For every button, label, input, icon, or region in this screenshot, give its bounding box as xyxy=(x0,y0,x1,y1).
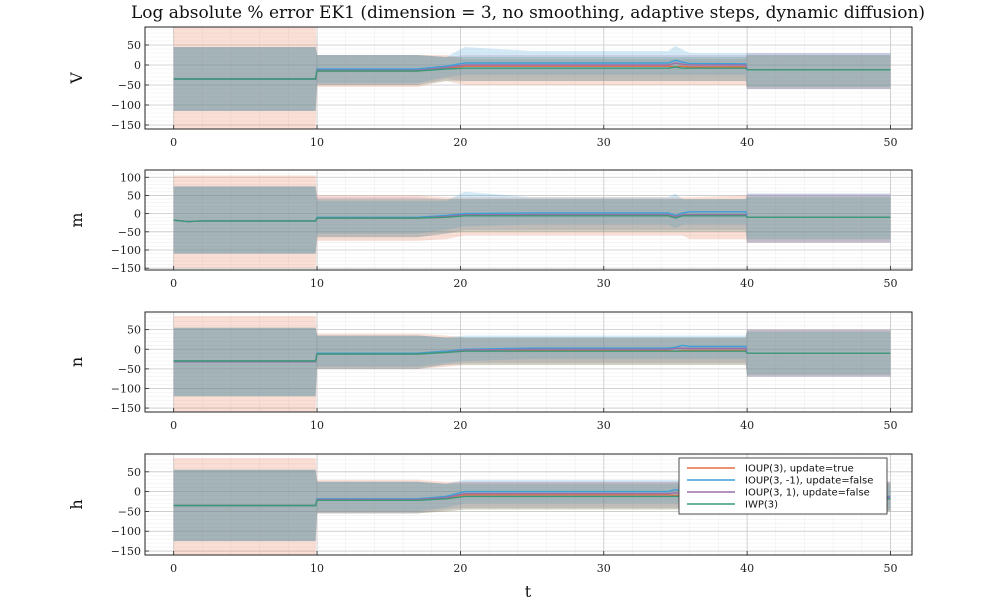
legend-label: IOUP(3), update=true xyxy=(745,464,854,475)
x-tick-label: 40 xyxy=(740,277,754,290)
panel-frame xyxy=(144,169,913,271)
y-tick-label: −50 xyxy=(118,505,141,518)
y-tick-label: 0 xyxy=(134,59,141,72)
x-axis-label: t xyxy=(525,582,532,600)
legend-label: IOUP(3, -1), update=false xyxy=(745,476,873,487)
x-tick-label: 40 xyxy=(740,419,754,432)
series-line xyxy=(173,62,891,80)
panel-n: 50 0 −50 −100 −150 0 10 20 30 40 50 n xyxy=(67,311,913,432)
legend-label: IWP(3) xyxy=(745,500,778,511)
x-tick-label: 0 xyxy=(170,562,177,575)
panel-frame xyxy=(144,311,913,413)
y-tick-label: 50 xyxy=(127,189,141,202)
panel-V: 50 0 −50 −100 −150 0 10 20 30 40 50 V xyxy=(67,26,913,149)
y-tick-label: −150 xyxy=(111,119,141,132)
error-band xyxy=(173,27,891,129)
x-tick-label: 50 xyxy=(883,419,897,432)
chart-title: Log absolute % error EK1 (dimension = 3,… xyxy=(131,3,925,23)
x-tick-label: 0 xyxy=(170,136,177,149)
x-tick-label: 10 xyxy=(310,562,324,575)
y-tick-label: −150 xyxy=(111,545,141,558)
panel-background xyxy=(145,27,912,129)
x-tick-label: 0 xyxy=(170,419,177,432)
y-tick-label: −100 xyxy=(111,244,141,257)
y-axis-label: m xyxy=(67,212,86,227)
y-tick-label: −150 xyxy=(111,402,141,415)
error-band xyxy=(173,45,891,111)
panel-frame xyxy=(144,453,913,556)
x-tick-label: 40 xyxy=(740,136,754,149)
x-tick-label: 40 xyxy=(740,562,754,575)
x-tick-label: 30 xyxy=(597,419,611,432)
y-tick-label: 50 xyxy=(127,39,141,52)
y-tick-label: −150 xyxy=(111,262,141,275)
error-band xyxy=(173,175,891,269)
y-tick-label: 0 xyxy=(134,208,141,221)
series-line xyxy=(173,350,891,362)
x-tick-label: 30 xyxy=(597,562,611,575)
y-tick-label: 100 xyxy=(120,171,141,184)
x-tick-label: 30 xyxy=(597,277,611,290)
y-tick-label: 50 xyxy=(127,466,141,479)
error-band xyxy=(173,186,891,254)
series-line xyxy=(173,344,891,362)
x-tick-label: 10 xyxy=(310,277,324,290)
y-tick-label: −100 xyxy=(111,382,141,395)
panel-m: 100 50 0 −50 −100 −150 0 10 20 30 40 50 m xyxy=(67,169,913,290)
x-tick-label: 10 xyxy=(310,419,324,432)
x-tick-label: 20 xyxy=(453,562,467,575)
y-tick-label: 0 xyxy=(134,486,141,499)
error-band xyxy=(173,327,891,397)
series-line xyxy=(173,215,891,223)
x-tick-label: 50 xyxy=(883,136,897,149)
x-tick-label: 30 xyxy=(597,136,611,149)
series-line xyxy=(173,66,891,80)
x-tick-label: 20 xyxy=(453,277,467,290)
legend-label: IOUP(3, 1), update=false xyxy=(745,488,870,499)
y-tick-label: −100 xyxy=(111,525,141,538)
error-band xyxy=(173,186,891,254)
y-axis-label: n xyxy=(67,357,86,367)
panel-frame xyxy=(144,26,913,130)
y-tick-label: 0 xyxy=(134,343,141,356)
x-tick-label: 50 xyxy=(883,562,897,575)
y-tick-label: −100 xyxy=(111,99,141,112)
y-tick-label: −50 xyxy=(118,363,141,376)
error-band xyxy=(173,327,891,397)
panel-background xyxy=(145,170,912,270)
series-line xyxy=(173,59,891,80)
error-band xyxy=(173,327,891,397)
x-tick-label: 20 xyxy=(453,419,467,432)
y-tick-label: −50 xyxy=(118,79,141,92)
y-tick-label: 50 xyxy=(127,324,141,337)
x-tick-label: 0 xyxy=(170,277,177,290)
x-tick-label: 10 xyxy=(310,136,324,149)
x-tick-label: 50 xyxy=(883,277,897,290)
y-tick-label: −50 xyxy=(118,226,141,239)
y-axis-label: V xyxy=(67,72,86,85)
error-band xyxy=(173,315,891,412)
x-tick-label: 20 xyxy=(453,136,467,149)
error-band xyxy=(173,186,891,254)
y-axis-label: h xyxy=(67,499,86,509)
